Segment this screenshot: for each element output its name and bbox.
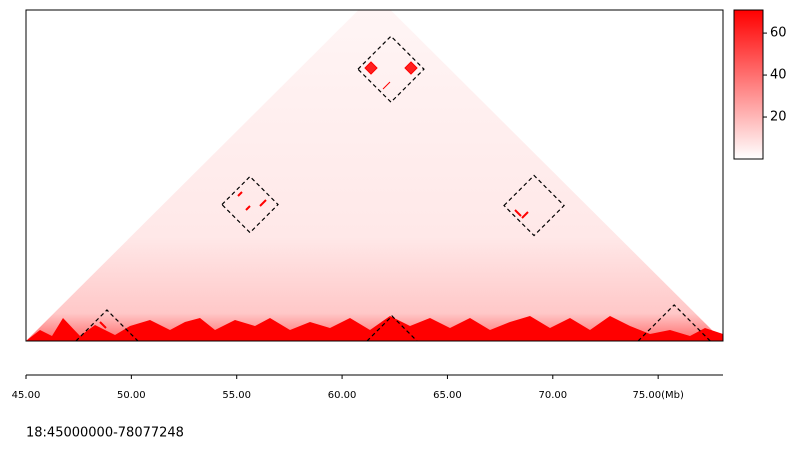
- contact-triangle: [26, 10, 723, 341]
- x-tick-label: 65.00: [433, 390, 462, 401]
- x-tick-label: 70.00: [538, 390, 567, 401]
- x-tick-label: 45.00: [12, 390, 41, 401]
- hotspot: [99, 191, 529, 329]
- colorbar-tick-label: 40: [770, 68, 787, 83]
- diagonal-band: [26, 316, 723, 341]
- colorbar-tick-label: 60: [770, 26, 787, 41]
- heatmap: [26, 10, 723, 341]
- domain-box: [357, 35, 425, 103]
- x-tick-label: 50.00: [117, 390, 146, 401]
- region-label: 18:45000000-78077248: [26, 426, 184, 441]
- colorbar-tick-label: 20: [770, 110, 787, 125]
- domain-box: [366, 315, 418, 341]
- x-tick-label: 75.00(Mb): [632, 390, 684, 401]
- domain-box: [75, 309, 139, 341]
- x-tick-label: 60.00: [328, 390, 357, 401]
- domain-box: [503, 174, 565, 237]
- plot-frame: [25, 9, 724, 342]
- x-tick-label: 55.00: [222, 390, 251, 401]
- colorbar: [733, 9, 764, 160]
- domain-box: [221, 175, 279, 234]
- hotspot: [364, 61, 418, 90]
